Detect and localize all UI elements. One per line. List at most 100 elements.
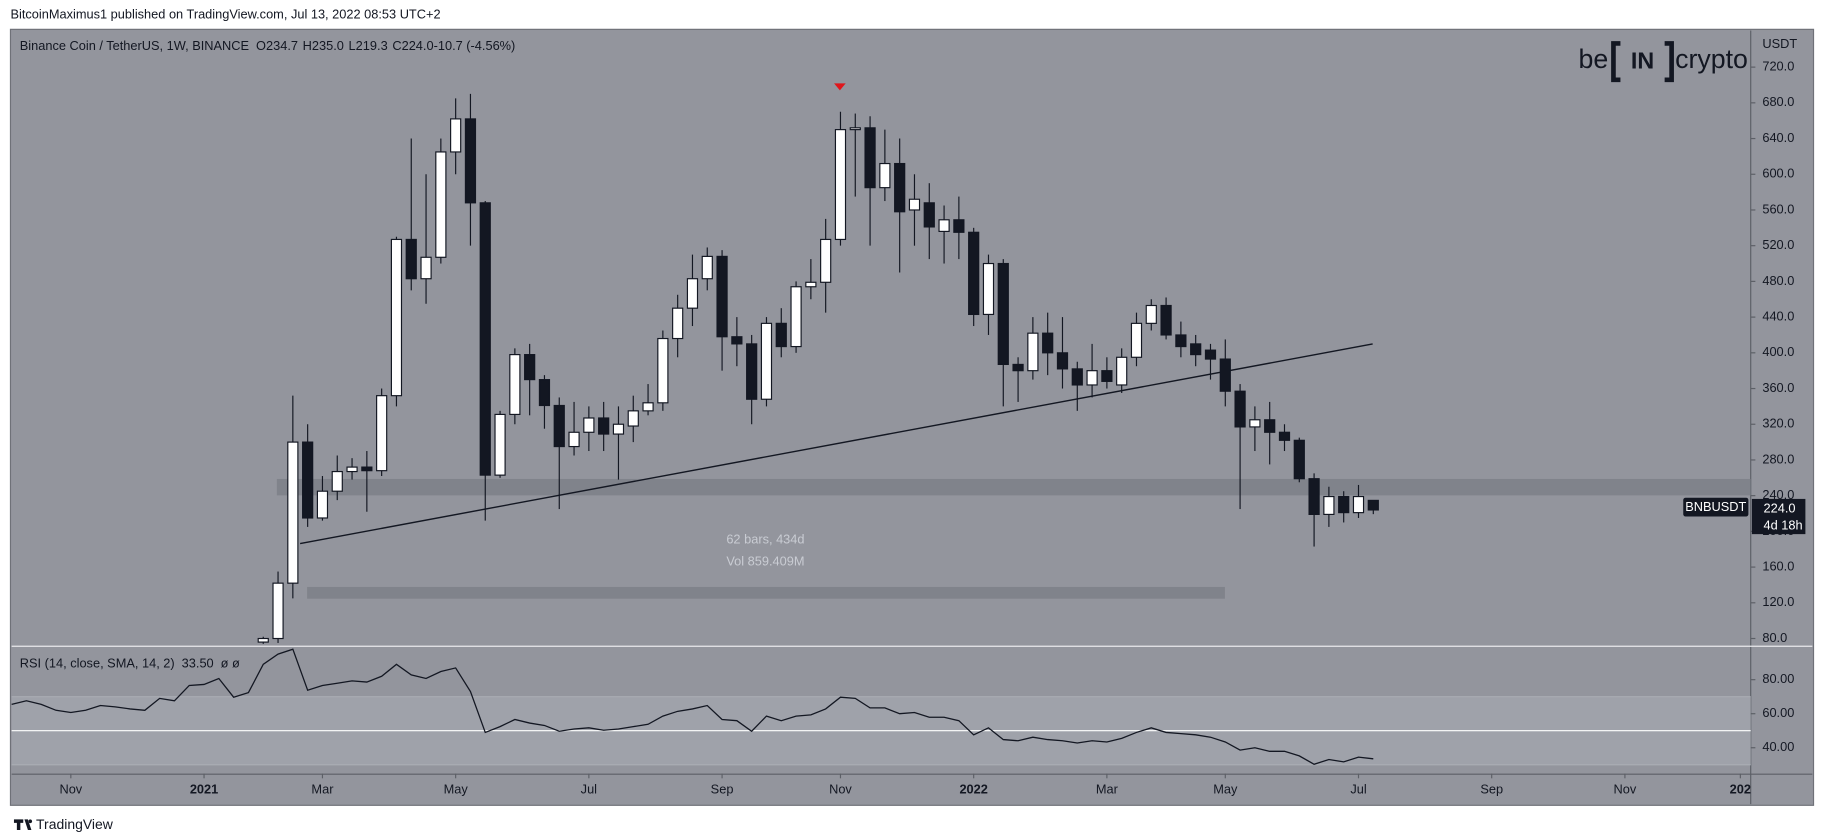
candle-body — [405, 238, 417, 280]
candle-body — [716, 255, 728, 338]
candle-body — [1352, 495, 1365, 514]
candle-body — [568, 431, 580, 448]
rsi-line — [11, 648, 1374, 765]
footer-brand: TradingView — [36, 816, 114, 832]
y-tick-label: 720.0 — [1762, 58, 1794, 73]
y-tick-label: 360.0 — [1762, 380, 1794, 395]
y-tick-label: 480.0 — [1762, 273, 1794, 288]
candle-body — [1204, 349, 1217, 360]
x-tick-label: Sep — [711, 781, 734, 796]
x-tick-label: 2022 — [959, 781, 987, 796]
legend-change: -10.7 (-4.56%) — [434, 38, 516, 53]
candle-body — [731, 336, 743, 345]
candle-body — [1323, 495, 1335, 515]
y-tick-label: 280.0 — [1762, 451, 1794, 466]
candle-body — [450, 118, 462, 153]
range-label: 62 bars, 434d — [726, 531, 804, 546]
rsi-legend: RSI (14, close, SMA, 14, 2) 33.50 ø ø — [20, 656, 240, 671]
price-tag — [1751, 498, 1806, 535]
candle-body — [1219, 358, 1231, 392]
countdown: 4d 18h — [1764, 517, 1803, 532]
candle-body — [686, 278, 699, 309]
chart-legend: Binance Coin / TetherUS, 1W, BINANCE O234… — [20, 38, 516, 53]
y-tick-label: 440.0 — [1762, 308, 1794, 323]
rsi-y-tick-label: 60.00 — [1762, 705, 1794, 720]
candle-body — [494, 413, 506, 476]
rsi-value: 33.50 — [182, 656, 214, 671]
candle-body — [1264, 419, 1276, 433]
y-tick-label: 560.0 — [1762, 201, 1794, 216]
candle-body — [642, 402, 654, 412]
legend-value: 224.0 — [402, 38, 434, 53]
y-tick-label: 120.0 — [1762, 594, 1794, 609]
candle-body — [1012, 363, 1024, 372]
candle-body — [583, 417, 595, 433]
symbol-label: BNBUSDT — [1685, 499, 1746, 514]
legend-label: L — [349, 38, 356, 53]
axes: 80.0120.0160.0200.0240.0280.0320.0360.04… — [59, 58, 1794, 796]
candle-body — [1086, 370, 1098, 386]
symbol-tag — [1683, 497, 1749, 517]
candle-body — [953, 219, 965, 233]
candle-body — [997, 262, 1009, 366]
candle-body — [1367, 499, 1379, 511]
candle-body — [820, 238, 832, 283]
y-tick-label: 240.0 — [1762, 487, 1794, 502]
candle-body — [805, 281, 817, 288]
candle-body — [509, 354, 521, 416]
candle-body — [701, 255, 713, 280]
legend-label: C — [392, 38, 401, 53]
candles — [257, 93, 1379, 644]
logo: be IN crypto — [1579, 41, 1748, 83]
candle-body — [287, 441, 299, 584]
candle-body — [376, 395, 388, 472]
candle-body — [908, 198, 921, 211]
y-tick-label: 160.0 — [1762, 558, 1794, 573]
candle-body — [1116, 356, 1128, 386]
candle-body — [346, 466, 358, 473]
candle-body — [1234, 390, 1246, 428]
x-tick-label: May — [444, 781, 469, 796]
range-measure — [307, 586, 1225, 599]
legend-value: 219.3 — [356, 38, 388, 53]
rsi-y-tick-label: 80.00 — [1762, 671, 1794, 686]
x-tick-label: Mar — [311, 781, 334, 796]
candle-body — [657, 337, 669, 404]
candle-body — [1042, 332, 1054, 354]
candle-body — [1101, 370, 1113, 382]
x-tick-label: Mar — [1096, 781, 1119, 796]
candle-body — [272, 582, 284, 640]
candle-body — [1249, 419, 1261, 428]
price-axis — [1750, 30, 1813, 774]
y-tick-label: 320.0 — [1762, 416, 1794, 431]
marker-triangle — [834, 83, 846, 91]
candle-body — [390, 238, 403, 397]
logo-bracket — [1611, 41, 1674, 83]
candle-body — [598, 417, 610, 435]
candle-body — [524, 354, 536, 381]
candle-body — [1056, 352, 1069, 370]
rsi-status: ø ø — [221, 656, 240, 671]
rsi-title: RSI (14, close, SMA, 14, 2) — [20, 656, 175, 671]
candle-body — [894, 162, 906, 213]
x-tick-label: 202 — [1730, 781, 1751, 796]
chart-title: Binance Coin / TetherUS, 1W, BINANCE — [20, 38, 250, 53]
logo-text: IN — [1631, 47, 1654, 73]
candle-body — [553, 404, 565, 448]
x-tick-label: Sep — [1480, 781, 1503, 796]
x-tick-label: Jul — [1350, 781, 1366, 796]
y-tick-label: 80.0 — [1762, 630, 1787, 645]
candle-body — [302, 441, 314, 519]
candle-body — [612, 423, 625, 435]
candle-body — [982, 262, 995, 316]
candle-body — [760, 322, 773, 400]
candle-body — [1293, 439, 1305, 480]
candle-body — [775, 322, 787, 348]
legend-value: 234.7 — [266, 38, 298, 53]
candle-body — [435, 151, 447, 258]
publisher: BitcoinMaximus1 published on TradingView… — [10, 7, 440, 22]
candle-body — [257, 637, 269, 643]
candle-body — [1130, 322, 1143, 358]
